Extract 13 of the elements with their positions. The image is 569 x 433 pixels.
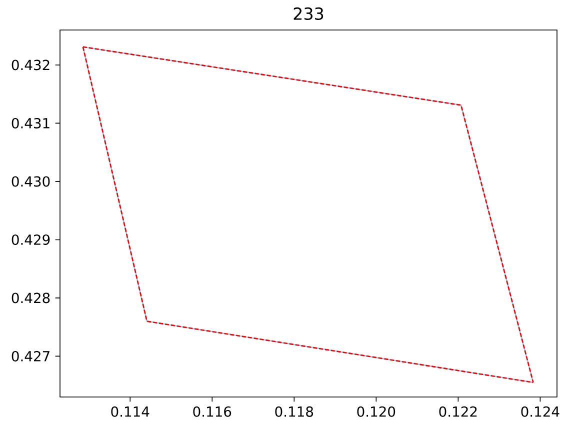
y-tick-label: 0.431 xyxy=(12,118,50,128)
x-tick-label: 0.122 xyxy=(439,406,477,417)
y-tick-label: 0.428 xyxy=(12,292,50,304)
y-tick-label: 0.429 xyxy=(12,234,50,245)
chart-title: 233 xyxy=(294,7,324,20)
y-tick-label: 0.430 xyxy=(12,176,50,187)
y-tick-label: 0.427 xyxy=(12,350,50,362)
y-tick-label: 0.432 xyxy=(12,60,50,70)
x-tick-label: 0.116 xyxy=(193,406,232,417)
x-tick-label: 0.124 xyxy=(521,406,560,417)
x-tick-label: 0.120 xyxy=(357,406,396,417)
x-tick-label: 0.114 xyxy=(111,406,150,417)
x-tick-label: 0.118 xyxy=(275,406,314,417)
